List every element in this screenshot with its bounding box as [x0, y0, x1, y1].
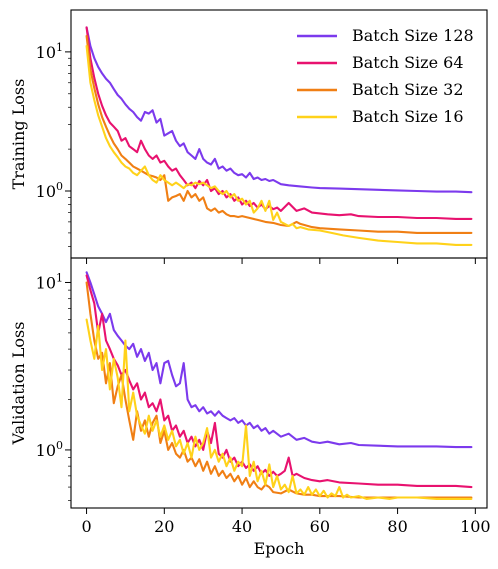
legend-label: Batch Size 16	[352, 107, 464, 126]
plot-frame	[70, 257, 488, 509]
series-line-batch-size-32	[85, 281, 473, 499]
legend-label: Batch Size 128	[352, 26, 474, 45]
y-tick-label: 100	[36, 439, 63, 460]
y-axis-label: Validation Loss	[9, 322, 28, 446]
series-line-batch-size-16	[85, 45, 473, 246]
y-tick-label: 101	[36, 41, 63, 62]
x-axis-label: Epoch	[254, 539, 305, 558]
plot-frame	[70, 9, 488, 259]
legend: Batch Size 128 Batch Size 64 Batch Size 32…	[297, 26, 474, 126]
validation-loss-panel: 100 101 0 20 40 60 80 100 Validation Loss	[9, 257, 491, 536]
x-tick-label: 0	[81, 517, 91, 536]
x-tick-label: 100	[460, 517, 491, 536]
y-tick-label: 101	[36, 271, 63, 292]
x-tick-label: 80	[387, 517, 407, 536]
series-line-batch-size-64	[85, 26, 473, 220]
x-tick-label: 20	[154, 517, 174, 536]
series-line-batch-size-32	[85, 34, 473, 234]
legend-label: Batch Size 64	[352, 53, 464, 72]
y-tick-label: 100	[36, 180, 63, 201]
legend-label: Batch Size 32	[352, 80, 464, 99]
x-tick-label: 60	[310, 517, 330, 536]
y-axis-label: Training Loss	[9, 79, 28, 190]
series-line-batch-size-128	[85, 271, 473, 449]
series-line-batch-size-128	[85, 26, 473, 194]
x-tick-label: 40	[232, 517, 252, 536]
series-line-batch-size-64	[85, 274, 473, 489]
series-line-batch-size-16	[85, 318, 473, 500]
